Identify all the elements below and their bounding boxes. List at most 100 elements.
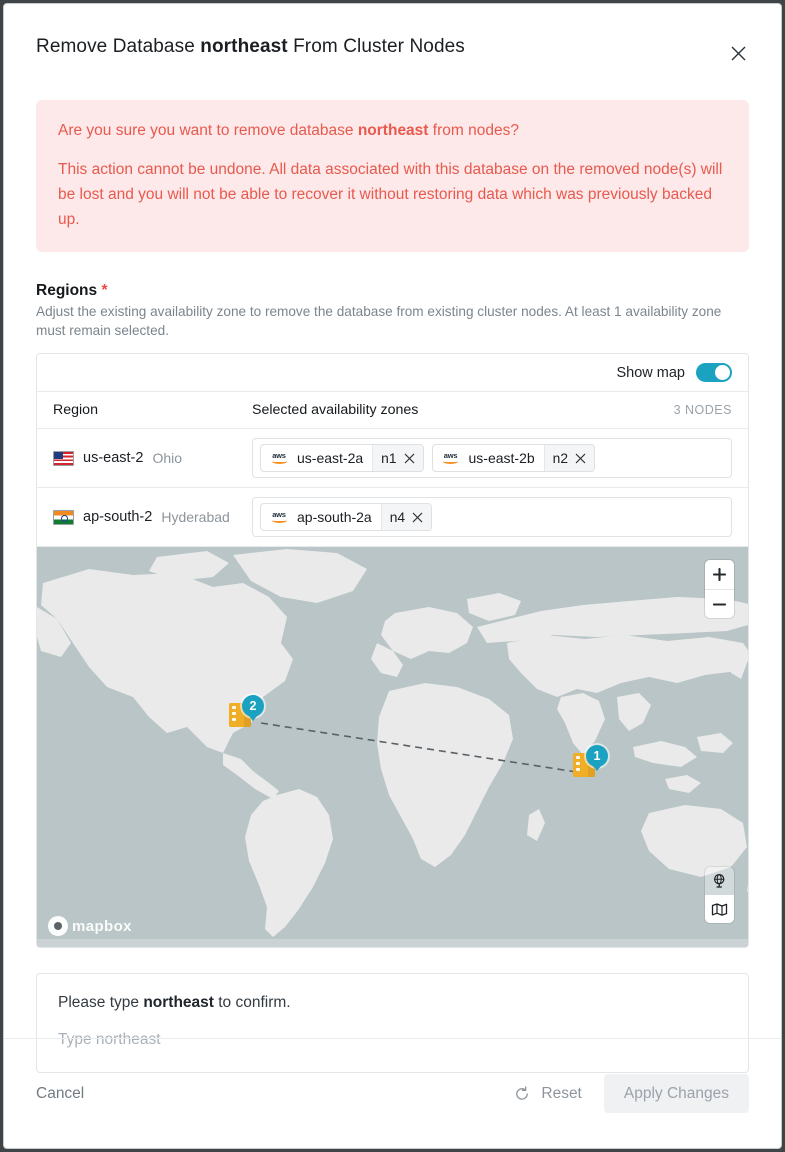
zoom-in-button[interactable]: [705, 560, 734, 589]
alert-question-prefix: Are you sure you want to remove database: [58, 122, 358, 139]
toggle-knob: [715, 365, 730, 380]
alert-question-database: northeast: [357, 122, 429, 139]
dialog-footer: Cancel Reset Apply Changes: [4, 1038, 781, 1148]
zone-chip-node: n2: [543, 445, 595, 471]
zone-chip[interactable]: aws us-east-2b n2: [431, 444, 596, 472]
remove-zone-icon[interactable]: [412, 512, 423, 523]
node-connection-line: [260, 722, 584, 774]
region-city: Ohio: [152, 450, 183, 466]
marker-node-count: 2: [242, 695, 264, 721]
regions-section-header: Regions * Adjust the existing availabili…: [36, 282, 749, 340]
aws-logo-text: aws: [272, 510, 286, 519]
region-code: us-east-2: [83, 450, 144, 466]
minus-icon: [713, 602, 726, 606]
region-city: Hyderabad: [161, 509, 230, 525]
node-label: n4: [389, 509, 406, 525]
close-x-icon: [404, 453, 414, 463]
map-marker-ap-south-2[interactable]: 1: [573, 745, 613, 783]
zoom-out-button[interactable]: [705, 589, 734, 618]
zone-name: us-east-2b: [468, 450, 535, 466]
mapbox-wordmark: mapbox: [72, 917, 132, 935]
node-count-badge: 3 NODES: [673, 403, 732, 417]
mapbox-attribution[interactable]: mapbox: [48, 916, 132, 936]
panel-column-headers: Region Selected availability zones 3 NOD…: [37, 392, 748, 429]
dialog-header: Remove Database northeast From Cluster N…: [4, 4, 781, 82]
warning-alert: Are you sure you want to remove database…: [36, 100, 749, 252]
confirmation-label-database: northeast: [143, 994, 214, 1011]
zone-chip[interactable]: aws ap-south-2a n4: [260, 503, 433, 531]
panel-toolbar: Show map: [37, 354, 748, 392]
zone-chip-node: n1: [372, 445, 423, 471]
close-x-icon: [412, 512, 423, 522]
remove-zone-icon[interactable]: [404, 453, 415, 464]
world-map[interactable]: 2 1: [37, 547, 748, 947]
column-header-zones: Selected availability zones: [252, 402, 419, 418]
show-map-toggle[interactable]: [696, 363, 732, 382]
close-dialog-button[interactable]: [723, 38, 753, 68]
aws-logo-icon: aws: [441, 450, 461, 466]
map-marker-us-east-2[interactable]: 2: [229, 695, 269, 733]
close-icon: [731, 46, 745, 60]
apply-changes-button[interactable]: Apply Changes: [603, 1074, 749, 1113]
india-flag-icon: [53, 509, 74, 525]
flat-projection-button[interactable]: [705, 895, 734, 923]
us-flag-icon: [53, 450, 74, 466]
close-x-icon: [575, 453, 586, 463]
required-asterisk: *: [101, 282, 108, 299]
map-projection-controls: [705, 867, 734, 923]
zone-name: ap-south-2a: [297, 509, 372, 525]
remove-database-dialog: Remove Database northeast From Cluster N…: [3, 3, 782, 1149]
footer-actions: Reset Apply Changes: [514, 1074, 749, 1113]
zones-input-ap-south-2[interactable]: aws ap-south-2a n4: [252, 497, 732, 537]
alert-question: Are you sure you want to remove database…: [58, 118, 727, 143]
refresh-icon: [516, 1085, 529, 1100]
confirmation-input[interactable]: [58, 1031, 727, 1049]
zone-chip-main: aws us-east-2a: [261, 445, 372, 471]
dialog-title-suffix: From Cluster Nodes: [287, 36, 465, 57]
zone-chip-node: n4: [380, 504, 432, 530]
region-cell: ap-south-2 Hyderabad: [53, 509, 252, 525]
node-label: n2: [552, 450, 569, 466]
globe-projection-button[interactable]: [705, 867, 734, 895]
alert-detail: This action cannot be undone. All data a…: [58, 161, 723, 228]
confirmation-label-suffix: to confirm.: [213, 994, 291, 1011]
reset-button[interactable]: Reset: [514, 1085, 582, 1103]
column-header-region: Region: [53, 402, 98, 418]
aws-logo-text: aws: [272, 451, 286, 460]
remove-zone-icon[interactable]: [575, 453, 586, 464]
plus-icon: [713, 568, 726, 581]
aws-logo-icon: aws: [269, 450, 289, 466]
zone-chip-main: aws us-east-2b: [433, 445, 544, 471]
mapbox-logo-icon: [48, 916, 68, 936]
aws-logo-smile: [443, 459, 459, 464]
regions-panel: Show map Region Selected availability zo…: [36, 353, 749, 948]
dialog-title-prefix: Remove Database: [36, 36, 201, 57]
aws-logo-text: aws: [443, 451, 458, 460]
aws-logo-icon: aws: [269, 509, 289, 525]
dialog-title-database: northeast: [200, 36, 288, 57]
region-cell: us-east-2 Ohio: [53, 450, 252, 466]
show-map-label: Show map: [616, 364, 685, 381]
alert-question-suffix: from nodes?: [428, 122, 519, 139]
map-icon: [711, 902, 728, 916]
region-code: ap-south-2: [83, 509, 153, 525]
map-zoom-controls: [705, 560, 734, 618]
zone-name: us-east-2a: [297, 450, 364, 466]
node-label: n1: [381, 450, 397, 466]
zone-chip[interactable]: aws us-east-2a n1: [260, 444, 424, 472]
aws-logo-smile: [271, 459, 287, 464]
globe-icon: [713, 873, 724, 888]
confirmation-box: Please type northeast to confirm.: [36, 973, 749, 1073]
aws-logo-smile: [271, 518, 287, 523]
zone-chip-main: aws ap-south-2a: [261, 504, 381, 530]
table-row: us-east-2 Ohio aws us-east-2a n1: [37, 429, 748, 488]
zones-input-us-east-2[interactable]: aws us-east-2a n1: [252, 438, 732, 478]
regions-description: Adjust the existing availability zone to…: [36, 304, 722, 338]
cancel-button[interactable]: Cancel: [36, 1084, 85, 1102]
regions-label-text: Regions: [36, 282, 98, 299]
table-row: ap-south-2 Hyderabad aws ap-south-2a n4: [37, 488, 748, 547]
reset-label: Reset: [541, 1084, 582, 1102]
dialog-title: Remove Database northeast From Cluster N…: [36, 34, 749, 60]
confirmation-label: Please type northeast to confirm.: [58, 994, 727, 1012]
regions-label: Regions *: [36, 282, 749, 300]
